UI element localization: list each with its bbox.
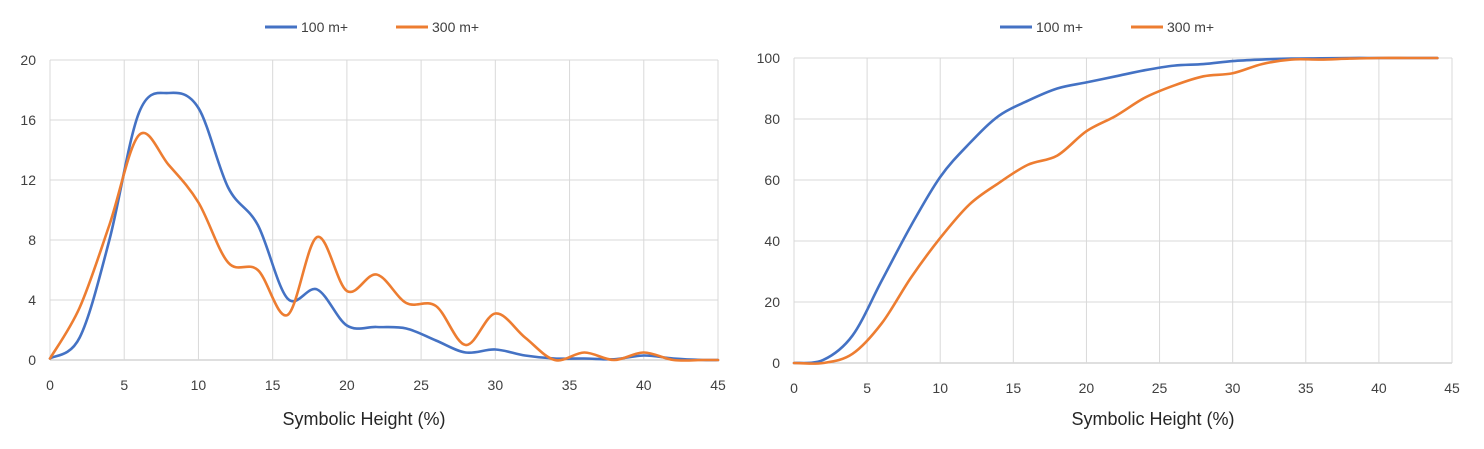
legend-label: 100 m+ [301, 19, 348, 35]
legend: 100 m+ 300 m+ [1000, 19, 1214, 35]
y-tick-label: 100 [757, 50, 781, 66]
y-tick-label: 80 [764, 111, 780, 127]
x-tick-label: 45 [710, 377, 726, 393]
x-tick-label: 15 [265, 377, 281, 393]
x-tick-label: 0 [46, 377, 54, 393]
gridlines [793, 57, 1453, 364]
y-tick-label: 0 [28, 352, 36, 368]
y-tick-label: 8 [28, 232, 36, 248]
x-tick-label: 40 [636, 377, 652, 393]
cumulative-chart: 0 20 40 60 80 100 0 5 10 15 20 25 30 35 40 45 Symbolic H… [757, 19, 1460, 429]
chart-panel-right: 0 20 40 60 80 100 0 5 10 15 20 25 30 35 40 45 Symbolic H… [735, 0, 1484, 449]
x-tick-label: 25 [1152, 380, 1168, 396]
series-line-100m [48, 91, 720, 362]
y-tick-label: 40 [764, 233, 780, 249]
x-tick-label: 0 [790, 380, 798, 396]
legend: 100 m+ 300 m+ [265, 19, 479, 35]
legend-label: 300 m+ [1167, 19, 1214, 35]
x-tick-label: 20 [339, 377, 355, 393]
x-tick-label: 30 [1225, 380, 1241, 396]
chart-panel-left: 0 4 8 12 16 20 0 5 10 15 20 25 30 35 40 45 Symbolic Heig… [0, 0, 735, 449]
y-tick-label: 0 [772, 355, 780, 371]
y-tick-label: 20 [20, 52, 36, 68]
series-line-300m [48, 131, 720, 362]
series-line-100m [792, 56, 1439, 365]
distribution-chart: 0 4 8 12 16 20 0 5 10 15 20 25 30 35 40 45 Symbolic Heig… [20, 19, 726, 429]
series-line-300m [792, 56, 1439, 365]
y-tick-label: 16 [20, 112, 36, 128]
x-tick-label: 5 [120, 377, 128, 393]
legend-label: 100 m+ [1036, 19, 1083, 35]
y-tick-label: 20 [764, 294, 780, 310]
x-tick-label: 45 [1444, 380, 1460, 396]
y-tick-label: 60 [764, 172, 780, 188]
x-tick-label: 5 [863, 380, 871, 396]
y-tick-label: 4 [28, 292, 36, 308]
x-tick-label: 15 [1006, 380, 1022, 396]
gridlines [49, 59, 719, 361]
x-tick-label: 10 [191, 377, 207, 393]
x-tick-label: 35 [562, 377, 578, 393]
x-tick-label: 20 [1079, 380, 1095, 396]
x-tick-label: 35 [1298, 380, 1314, 396]
x-axis-title: Symbolic Height (%) [1071, 409, 1234, 429]
x-tick-label: 30 [488, 377, 504, 393]
legend-label: 300 m+ [432, 19, 479, 35]
x-axis-title: Symbolic Height (%) [282, 409, 445, 429]
x-tick-label: 25 [413, 377, 429, 393]
x-tick-label: 40 [1371, 380, 1387, 396]
x-tick-label: 10 [932, 380, 948, 396]
y-tick-label: 12 [20, 172, 36, 188]
